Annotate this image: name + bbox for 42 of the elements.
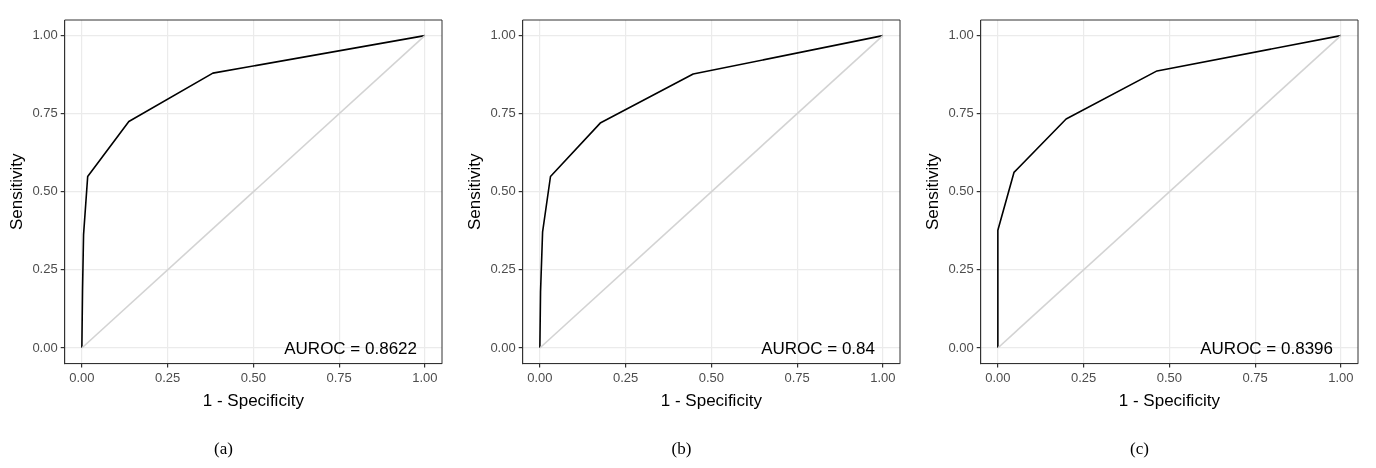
text: (a) — [214, 439, 233, 459]
x-tick-label: 0.00 — [527, 369, 553, 385]
x-tick-label: 1.00 — [870, 369, 896, 385]
y-axis-title: Sensitivity — [922, 153, 942, 231]
x-tick-label: 0.25 — [154, 369, 181, 385]
x-tick-label: 0.00 — [985, 369, 1011, 385]
y-tick-label: 0.75 — [490, 105, 516, 121]
y-axis-title: Sensitivity — [464, 153, 484, 231]
x-tick-label: 0.75 — [784, 369, 810, 385]
x-tick-label: 1.00 — [412, 369, 438, 385]
y-tick-label: 1.00 — [948, 27, 974, 43]
annotation: AUROC = 0.84 — [761, 338, 875, 358]
y-axis-title: Sensitivity — [6, 153, 26, 231]
y-tick-label: 0.00 — [32, 339, 58, 355]
text: (b) — [671, 439, 692, 459]
x-tick-label: 0.00 — [69, 369, 95, 385]
annotation: AUROC = 0.8622 — [284, 338, 417, 358]
x-axis-title: 1 - Specificity — [660, 391, 763, 411]
y-tick-label: 0.25 — [490, 261, 516, 277]
y-tick-label: 0.00 — [948, 339, 974, 355]
y-tick-label: 1.00 — [32, 27, 58, 43]
x-tick-label: 0.75 — [326, 369, 352, 385]
annotation: AUROC = 0.8396 — [1200, 338, 1333, 358]
text: (c) — [1130, 439, 1149, 459]
y-tick-label: 0.75 — [32, 105, 58, 121]
y-tick-label: 0.50 — [32, 183, 58, 199]
x-tick-label: 0.25 — [612, 369, 639, 385]
x-axis-title: 1 - Specificity — [1118, 391, 1221, 411]
x-axis-title: 1 - Specificity — [202, 391, 305, 411]
y-tick-label: 0.50 — [948, 183, 974, 199]
x-tick-label: 0.50 — [1156, 369, 1183, 385]
y-tick-label: 0.00 — [490, 339, 516, 355]
y-tick-label: 1.00 — [490, 27, 516, 43]
x-tick-label: 1.00 — [1328, 369, 1354, 385]
x-tick-label: 0.50 — [240, 369, 267, 385]
x-tick-label: 0.50 — [698, 369, 725, 385]
y-tick-label: 0.50 — [490, 183, 516, 199]
y-tick-label: 0.25 — [948, 261, 974, 277]
y-tick-label: 0.75 — [948, 105, 974, 121]
x-tick-label: 0.75 — [1242, 369, 1268, 385]
y-tick-label: 0.25 — [32, 261, 58, 277]
x-tick-label: 0.25 — [1070, 369, 1097, 385]
